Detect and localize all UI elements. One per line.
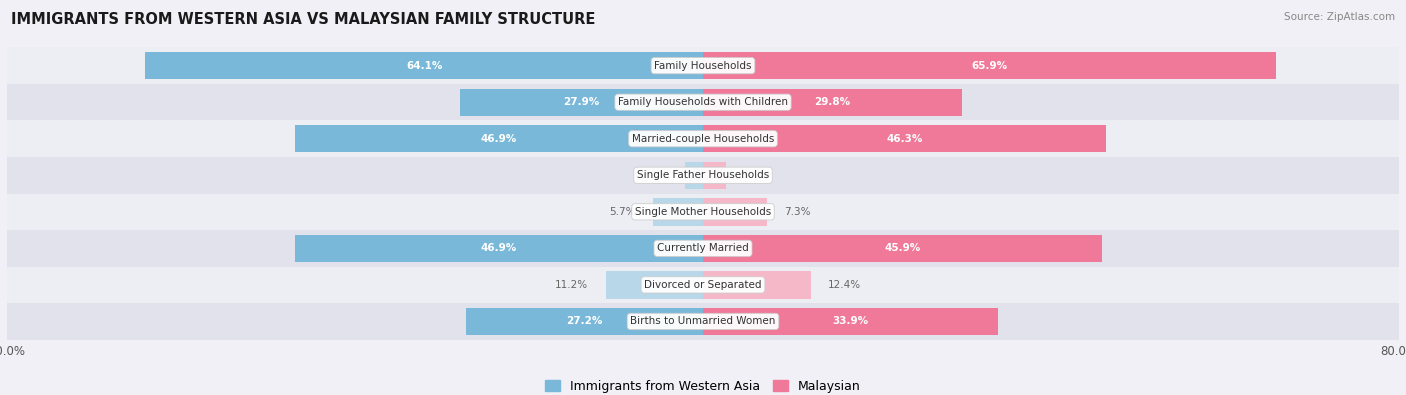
Bar — [7, 303, 1399, 340]
Text: 29.8%: 29.8% — [814, 97, 851, 107]
Text: Currently Married: Currently Married — [657, 243, 749, 253]
Bar — [703, 88, 962, 116]
Text: Source: ZipAtlas.com: Source: ZipAtlas.com — [1284, 12, 1395, 22]
Text: 64.1%: 64.1% — [406, 61, 443, 71]
Text: 46.3%: 46.3% — [886, 134, 922, 144]
Text: 11.2%: 11.2% — [555, 280, 588, 290]
Text: 12.4%: 12.4% — [828, 280, 862, 290]
Text: 2.7%: 2.7% — [744, 170, 770, 180]
Text: 45.9%: 45.9% — [884, 243, 921, 253]
Text: 46.9%: 46.9% — [481, 134, 517, 144]
Text: 65.9%: 65.9% — [972, 61, 1008, 71]
Bar — [7, 120, 1399, 157]
Bar — [654, 198, 703, 226]
Bar — [467, 308, 703, 335]
Bar — [703, 308, 998, 335]
Text: 2.1%: 2.1% — [641, 170, 668, 180]
Text: Births to Unmarried Women: Births to Unmarried Women — [630, 316, 776, 326]
Bar — [7, 267, 1399, 303]
Text: IMMIGRANTS FROM WESTERN ASIA VS MALAYSIAN FAMILY STRUCTURE: IMMIGRANTS FROM WESTERN ASIA VS MALAYSIA… — [11, 12, 596, 27]
Text: Family Households with Children: Family Households with Children — [619, 97, 787, 107]
Bar — [703, 235, 1102, 262]
Bar — [460, 88, 703, 116]
Bar — [7, 84, 1399, 120]
Text: 27.2%: 27.2% — [567, 316, 603, 326]
Bar — [7, 230, 1399, 267]
Text: 33.9%: 33.9% — [832, 316, 869, 326]
Text: 46.9%: 46.9% — [481, 243, 517, 253]
Text: Single Father Households: Single Father Households — [637, 170, 769, 180]
Bar — [703, 52, 1277, 79]
Bar — [685, 162, 703, 189]
Bar — [295, 235, 703, 262]
Bar — [703, 125, 1105, 152]
Legend: Immigrants from Western Asia, Malaysian: Immigrants from Western Asia, Malaysian — [540, 375, 866, 395]
Bar — [703, 162, 727, 189]
Bar — [703, 271, 811, 299]
Text: 7.3%: 7.3% — [785, 207, 810, 217]
Bar — [7, 194, 1399, 230]
Text: 5.7%: 5.7% — [610, 207, 636, 217]
Bar — [606, 271, 703, 299]
Text: Married-couple Households: Married-couple Households — [631, 134, 775, 144]
Text: Divorced or Separated: Divorced or Separated — [644, 280, 762, 290]
Bar — [7, 47, 1399, 84]
Bar — [295, 125, 703, 152]
Bar — [703, 198, 766, 226]
Bar — [145, 52, 703, 79]
Bar — [7, 157, 1399, 194]
Text: Single Mother Households: Single Mother Households — [636, 207, 770, 217]
Text: Family Households: Family Households — [654, 61, 752, 71]
Text: 27.9%: 27.9% — [564, 97, 600, 107]
